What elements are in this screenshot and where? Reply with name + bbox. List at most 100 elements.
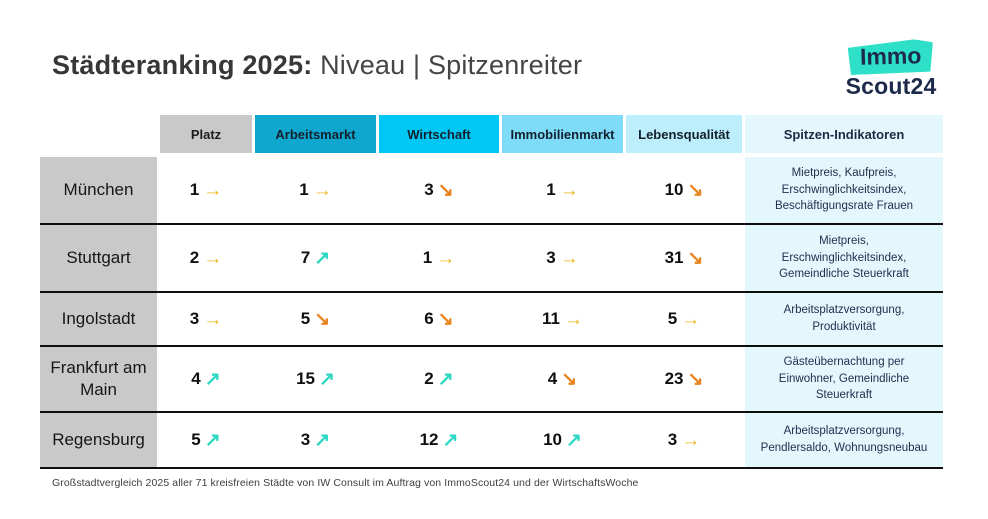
city-label: Frankfurt am Main	[40, 347, 157, 411]
spitzen-indikatoren-cell: Mietpreis, Kaufpreis, Erschwinglichkeits…	[745, 157, 943, 223]
platz-cell: 3	[160, 293, 252, 345]
header-spitzen-indikatoren: Spitzen-Indikatoren	[745, 115, 943, 153]
lebensqualitaet-cell: 31	[626, 225, 742, 291]
trend-arrow-icon	[314, 310, 330, 329]
rank-value: 11	[542, 309, 560, 328]
rank-value: 5	[191, 430, 201, 449]
trend-arrow-icon	[566, 431, 582, 450]
rank-value: 10	[543, 430, 562, 449]
trend-arrow-icon	[203, 310, 222, 329]
rank-value: 3	[189, 309, 200, 328]
table-row: Stuttgart 2 7 1 3 31 Mietpreis, Erschwin…	[40, 225, 943, 291]
rank-value: 1	[546, 180, 556, 199]
trend-arrow-icon	[436, 249, 455, 268]
rank-value: 3	[667, 430, 678, 449]
lebensqualitaet-cell: 10	[626, 157, 742, 223]
rank-value: 5	[300, 309, 311, 328]
rank-value: 3	[424, 180, 434, 199]
trend-arrow-icon	[438, 370, 454, 389]
lebensqualitaet-cell: 3	[626, 413, 742, 467]
platz-cell: 1	[160, 157, 252, 223]
wirtschaft-cell: 6	[379, 293, 499, 345]
row-divider	[40, 411, 943, 413]
row-divider	[40, 223, 943, 225]
city-label: Ingolstadt	[40, 293, 157, 345]
rank-value: 10	[664, 180, 684, 199]
trend-arrow-icon	[205, 431, 221, 450]
immobilienmarkt-cell: 10	[502, 413, 623, 467]
immobilienmarkt-cell: 3	[502, 225, 623, 291]
trend-arrow-icon	[319, 370, 335, 389]
spitzen-indikatoren-cell: Arbeitsplatzversorgung, Pendlersaldo, Wo…	[745, 413, 943, 467]
rank-value: 2	[189, 248, 200, 267]
table-bottom-divider	[40, 467, 943, 469]
header-lebensqualitaet: Lebensqualität	[626, 115, 742, 153]
rank-value: 3	[546, 248, 556, 267]
platz-cell: 2	[160, 225, 252, 291]
trend-arrow-icon	[681, 310, 700, 329]
table-row: Frankfurt am Main 4 15 2 4 23 Gästeübern…	[40, 347, 943, 411]
arbeitsmarkt-cell: 3	[255, 413, 376, 467]
rank-value: 2	[424, 369, 434, 388]
city-label: München	[40, 157, 157, 223]
logo-scout24-text: Scout24	[845, 73, 937, 99]
trend-arrow-icon	[205, 370, 221, 389]
source-note: Großstadtvergleich 2025 aller 71 kreisfr…	[52, 477, 639, 489]
wirtschaft-cell: 1	[379, 225, 499, 291]
table-row: München 1 1 3 1 10 Mietpreis, Kaufpreis,…	[40, 157, 943, 223]
header-wirtschaft: Wirtschaft	[379, 115, 499, 153]
spitzen-indikatoren-cell: Mietpreis, Erschwinglichkeitsindex, Geme…	[745, 225, 943, 291]
trend-arrow-icon	[438, 310, 454, 329]
page-title-regular: Niveau | Spitzenreiter	[312, 50, 583, 80]
trend-arrow-icon	[443, 431, 459, 450]
city-label: Stuttgart	[40, 225, 157, 291]
immobilienmarkt-cell: 11	[502, 293, 623, 345]
page-title: Städteranking 2025: Niveau | Spitzenreit…	[52, 50, 582, 81]
rank-value: 31	[664, 248, 684, 267]
trend-arrow-icon	[203, 181, 222, 200]
rank-value: 1	[422, 248, 433, 267]
header-immobilienmarkt: Immobilienmarkt	[502, 115, 623, 153]
immoscout24-logo: Immo Scout24	[838, 40, 944, 100]
trend-arrow-icon	[688, 249, 704, 268]
logo-immo-text: Immo	[859, 42, 922, 70]
table-row: Regensburg 5 3 12 10 3 Arbeitsplatzverso…	[40, 413, 943, 467]
wirtschaft-cell: 3	[379, 157, 499, 223]
arbeitsmarkt-cell: 5	[255, 293, 376, 345]
trend-arrow-icon	[564, 310, 583, 329]
rank-value: 23	[664, 369, 684, 388]
trend-arrow-icon	[560, 249, 579, 268]
rank-value: 3	[300, 430, 311, 449]
rank-value: 5	[667, 309, 678, 328]
immobilienmarkt-cell: 4	[502, 347, 623, 411]
trend-arrow-icon	[688, 181, 704, 200]
spitzen-indikatoren-cell: Gästeübernachtung per Einwohner, Gemeind…	[745, 347, 943, 411]
table-corner	[40, 115, 157, 153]
trend-arrow-icon	[681, 431, 700, 450]
lebensqualitaet-cell: 5	[626, 293, 742, 345]
city-ranking-table: Platz Arbeitsmarkt Wirtschaft Immobilien…	[40, 115, 943, 469]
rank-value: 1	[299, 180, 309, 199]
arbeitsmarkt-cell: 7	[255, 225, 376, 291]
row-divider	[40, 291, 943, 293]
trend-arrow-icon	[438, 181, 454, 200]
rank-value: 6	[424, 309, 434, 328]
arbeitsmarkt-cell: 1	[255, 157, 376, 223]
table-row: Ingolstadt 3 5 6 11 5 Arbeitsplatzversor…	[40, 293, 943, 345]
city-label: Regensburg	[40, 413, 157, 467]
trend-arrow-icon	[203, 249, 222, 268]
trend-arrow-icon	[560, 181, 579, 200]
trend-arrow-icon	[313, 181, 332, 200]
table-header-row: Platz Arbeitsmarkt Wirtschaft Immobilien…	[40, 115, 943, 153]
header-platz: Platz	[160, 115, 252, 153]
platz-cell: 4	[160, 347, 252, 411]
wirtschaft-cell: 12	[379, 413, 499, 467]
immobilienmarkt-cell: 1	[502, 157, 623, 223]
rank-value: 4	[547, 369, 558, 388]
page-title-bold: Städteranking 2025:	[52, 50, 313, 80]
row-divider	[40, 345, 943, 347]
rank-value: 4	[191, 369, 201, 388]
spitzen-indikatoren-cell: Arbeitsplatzversorgung, Produktivität	[745, 293, 943, 345]
rank-value: 7	[300, 248, 311, 267]
trend-arrow-icon	[688, 370, 704, 389]
